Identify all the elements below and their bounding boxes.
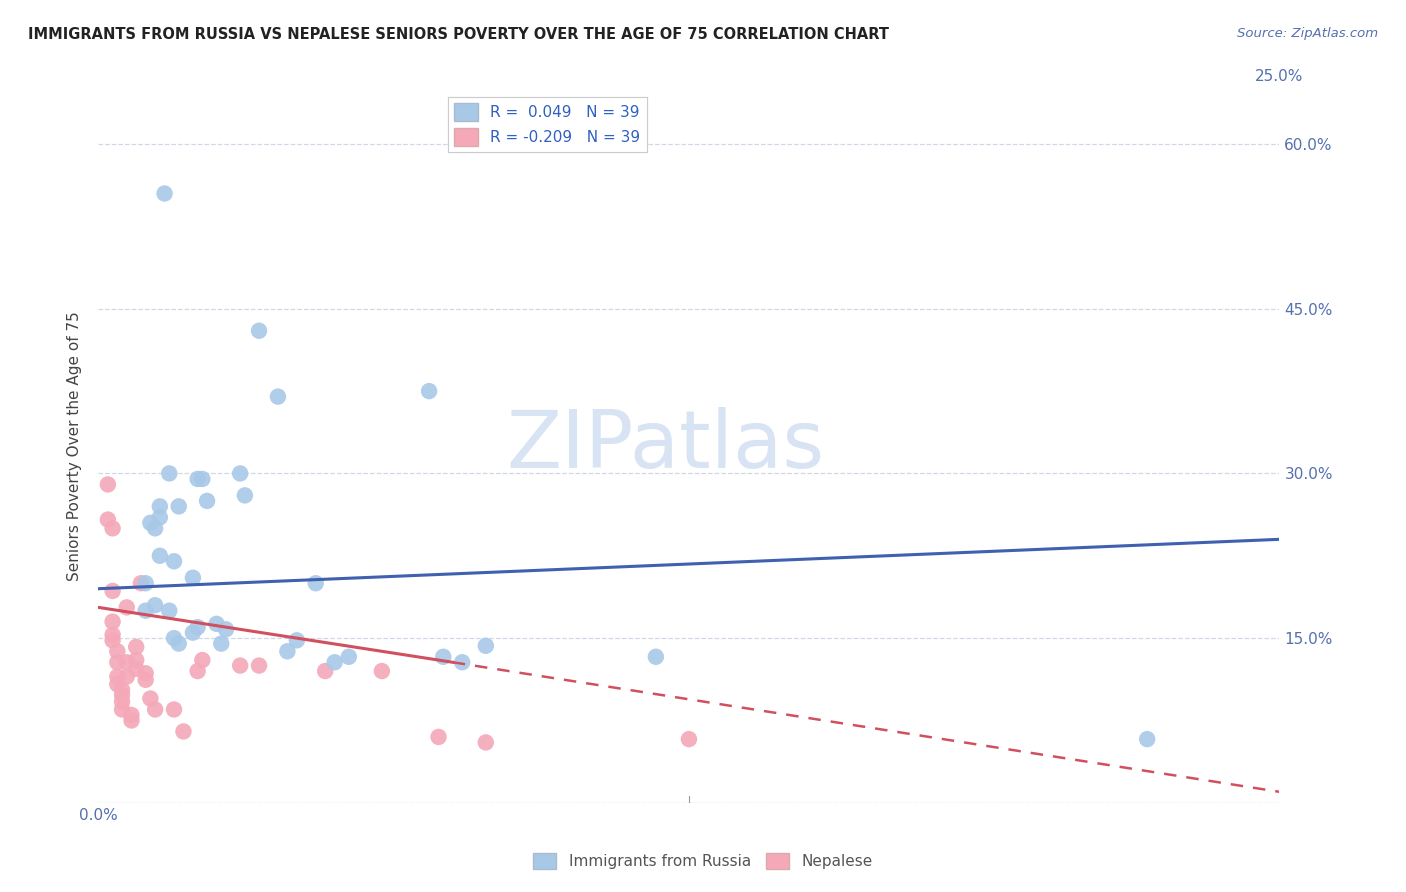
Point [143, 598, 166, 612]
Point [427, 730, 450, 744]
Point [101, 628, 124, 642]
Point [187, 664, 209, 678]
Point [195, 494, 218, 508]
Point [181, 625, 204, 640]
Point [153, 186, 176, 201]
Point [432, 649, 454, 664]
Point [143, 521, 166, 535]
Point [233, 488, 256, 502]
Point [121, 714, 143, 728]
Point [163, 554, 186, 568]
Point [229, 467, 252, 481]
Point [101, 633, 124, 648]
Point [105, 655, 128, 669]
Point [97, 512, 120, 526]
Point [143, 702, 166, 716]
Point [247, 658, 270, 673]
Point [111, 688, 134, 702]
Point [149, 500, 172, 514]
Point [135, 604, 157, 618]
Point [247, 324, 270, 338]
Point [285, 633, 308, 648]
Point [418, 384, 440, 398]
Text: ZIPatlas: ZIPatlas [506, 407, 824, 485]
Point [129, 576, 152, 591]
Point [101, 615, 124, 629]
Point [314, 664, 336, 678]
Point [139, 516, 162, 530]
Point [191, 472, 214, 486]
Text: IMMIGRANTS FROM RUSSIA VS NEPALESE SENIORS POVERTY OVER THE AGE OF 75 CORRELATIO: IMMIGRANTS FROM RUSSIA VS NEPALESE SENIO… [28, 27, 889, 42]
Point [121, 708, 143, 723]
Point [267, 390, 290, 404]
Point [229, 658, 252, 673]
Point [149, 549, 172, 563]
Point [276, 644, 298, 658]
Text: Source: ZipAtlas.com: Source: ZipAtlas.com [1237, 27, 1378, 40]
Point [135, 576, 157, 591]
Point [139, 691, 162, 706]
Point [337, 649, 360, 664]
Point [105, 644, 128, 658]
Point [323, 655, 346, 669]
Point [149, 510, 172, 524]
Point [157, 604, 180, 618]
Point [181, 571, 204, 585]
Point [115, 655, 138, 669]
Point [371, 664, 394, 678]
Point [451, 655, 474, 669]
Point [305, 576, 328, 591]
Point [125, 653, 148, 667]
Point [1136, 732, 1159, 747]
Point [105, 677, 128, 691]
Point [163, 631, 186, 645]
Point [167, 637, 190, 651]
Point [135, 666, 157, 681]
Point [115, 600, 138, 615]
Point [475, 735, 498, 749]
Point [115, 669, 138, 683]
Point [101, 583, 124, 598]
Legend: Immigrants from Russia, Nepalese: Immigrants from Russia, Nepalese [527, 847, 879, 875]
Point [187, 620, 209, 634]
Point [105, 669, 128, 683]
Point [678, 732, 700, 747]
Point [215, 623, 238, 637]
Point [191, 653, 214, 667]
Point [135, 673, 157, 687]
Point [97, 477, 120, 491]
Point [111, 702, 134, 716]
Point [644, 649, 666, 664]
Point [157, 467, 180, 481]
Point [475, 639, 498, 653]
Point [187, 472, 209, 486]
Point [163, 702, 186, 716]
Point [209, 637, 232, 651]
Point [111, 695, 134, 709]
Y-axis label: Seniors Poverty Over the Age of 75: Seniors Poverty Over the Age of 75 [67, 311, 83, 581]
Point [167, 500, 190, 514]
Point [125, 662, 148, 676]
Point [111, 682, 134, 697]
Point [125, 640, 148, 654]
Point [172, 724, 194, 739]
Point [205, 616, 228, 631]
Point [101, 521, 124, 535]
Legend: R =  0.049   N = 39, R = -0.209   N = 39: R = 0.049 N = 39, R = -0.209 N = 39 [447, 97, 647, 152]
